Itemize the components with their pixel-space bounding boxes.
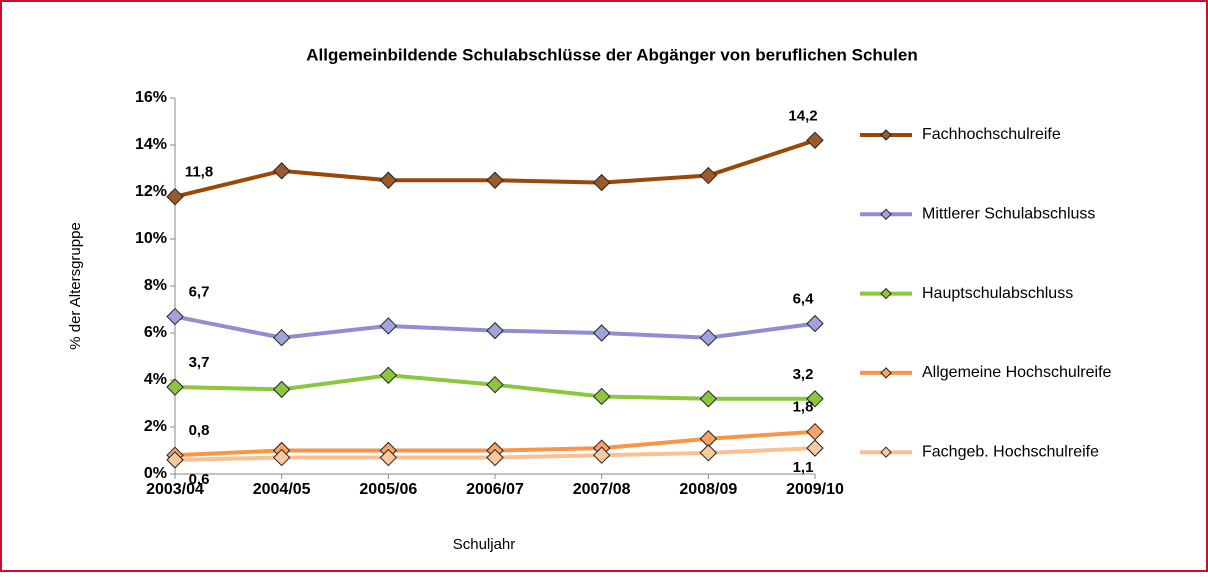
point xyxy=(166,187,184,206)
value-label: 3,7 xyxy=(189,354,210,371)
legend-label: Allgemeine Hochschulreife xyxy=(922,364,1112,381)
value-label: 1,8 xyxy=(793,399,814,416)
point xyxy=(379,317,398,335)
chart-title: Allgemeinbildende Schulabschlüsse der Ab… xyxy=(306,45,918,64)
legend-marker xyxy=(880,129,892,141)
x-tick-label: 2008/09 xyxy=(679,481,737,498)
point xyxy=(486,321,504,340)
point xyxy=(379,366,398,385)
point xyxy=(699,444,718,462)
point xyxy=(272,162,291,180)
value-label: 1,1 xyxy=(793,459,814,476)
point xyxy=(699,390,718,408)
y-tick-label: 4% xyxy=(144,371,167,388)
point xyxy=(272,380,291,399)
point xyxy=(592,173,611,192)
point xyxy=(699,166,718,185)
x-tick-label: 2003/04 xyxy=(146,481,204,498)
y-axis-label: % der Altersgruppe xyxy=(67,222,84,350)
x-tick-label: 2005/06 xyxy=(359,481,417,498)
x-tick-label: 2007/08 xyxy=(573,481,631,498)
x-tick-label: 2009/10 xyxy=(786,481,844,498)
point xyxy=(486,171,504,189)
value-label: 14,2 xyxy=(788,107,817,124)
y-tick-label: 12% xyxy=(135,183,167,200)
legend-label: Hauptschulabschluss xyxy=(922,285,1073,302)
point xyxy=(806,131,824,150)
point xyxy=(592,324,611,342)
point xyxy=(486,448,504,467)
point xyxy=(699,328,718,347)
point xyxy=(166,378,184,396)
y-tick-label: 14% xyxy=(135,136,167,153)
legend-label: Mittlerer Schulabschluss xyxy=(922,206,1095,223)
value-label: 3,2 xyxy=(793,366,814,383)
y-tick-label: 8% xyxy=(144,277,167,294)
y-tick-label: 0% xyxy=(144,465,167,482)
point xyxy=(379,171,398,189)
y-tick-label: 10% xyxy=(135,230,167,247)
point xyxy=(806,390,824,408)
y-tick-label: 6% xyxy=(144,324,167,341)
point xyxy=(806,439,824,457)
legend-marker xyxy=(880,208,892,221)
point xyxy=(806,314,824,333)
point xyxy=(166,307,184,326)
point xyxy=(272,328,291,347)
point xyxy=(272,448,291,467)
legend-marker xyxy=(880,287,892,300)
legend-marker xyxy=(880,446,892,458)
legend-label: Fachhochschulreife xyxy=(922,126,1061,143)
point xyxy=(166,451,184,469)
x-axis-label: Schuljahr xyxy=(453,536,516,553)
x-tick-label: 2004/05 xyxy=(253,481,311,498)
legend-label: Fachgeb. Hochschulreife xyxy=(922,443,1099,460)
y-tick-label: 16% xyxy=(135,89,167,106)
x-tick-label: 2006/07 xyxy=(466,481,524,498)
value-label: 0,6 xyxy=(189,471,210,488)
point xyxy=(592,387,611,406)
value-label: 11,8 xyxy=(185,164,213,181)
point xyxy=(592,446,611,464)
legend-marker xyxy=(880,367,892,379)
y-tick-label: 2% xyxy=(144,418,167,435)
value-label: 6,7 xyxy=(189,284,210,301)
point xyxy=(486,375,504,394)
value-label: 6,4 xyxy=(793,291,815,308)
value-label: 0,8 xyxy=(189,422,210,439)
point xyxy=(379,448,398,467)
